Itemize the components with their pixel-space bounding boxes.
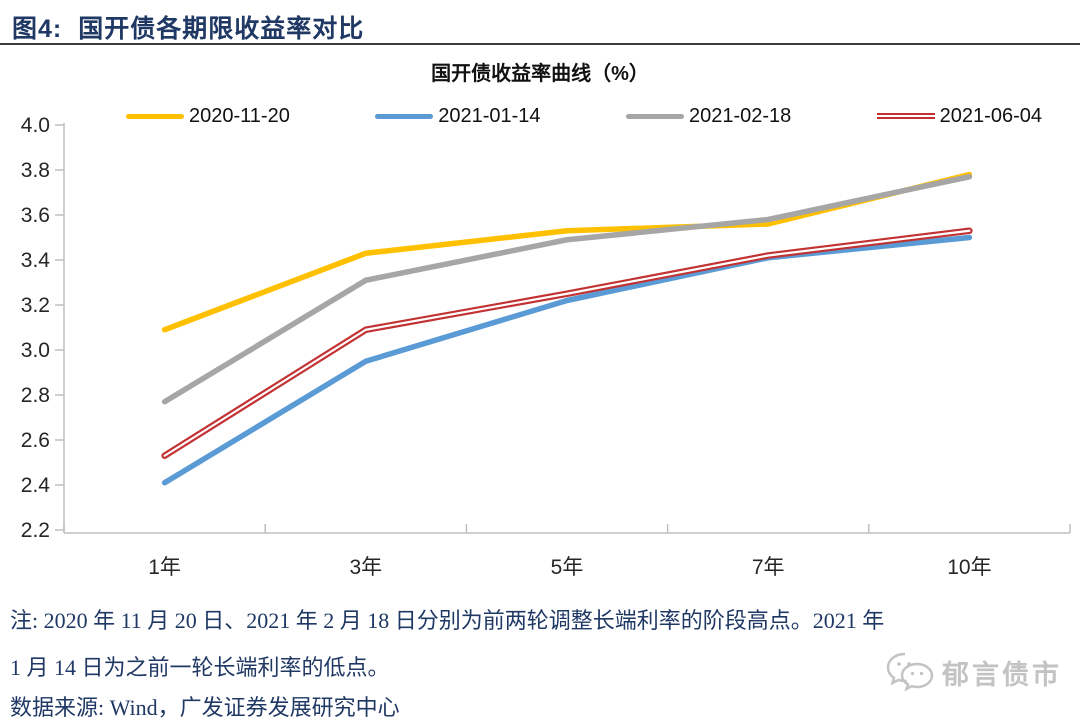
wechat-logo-icon [886,652,934,692]
y-axis-tick-label: 2.2 [21,519,50,542]
figure-title: 图4: 国开债各期限收益率对比 [12,9,364,45]
legend-label-2021-01-14: 2021-01-14 [438,104,541,127]
title-divider-line [0,43,1080,45]
legend-swatch-2020-11-20 [126,113,184,119]
y-axis-tick-label: 2.4 [21,474,51,497]
data-source: 数据来源: Wind，广发证券发展研究中心 [10,695,400,720]
y-axis-tick-label: 3.8 [21,159,50,182]
y-axis-tick-label: 3.2 [21,294,50,317]
y-axis-tick-label: 2.6 [21,429,50,452]
watermark: 郁言债市 [884,650,1062,694]
footnote: 注: 2020 年 11 月 20 日、2021 年 2 月 18 日分别为前两… [10,597,1072,691]
chart-title: 国开债收益率曲线（%） [431,63,649,85]
legend-swatch-2021-02-18 [625,113,684,119]
x-axis-category-label: 5年 [551,556,584,579]
figure-title-text: 国开债各期限收益率对比 [78,15,365,43]
series-line-inner-2021-06-04 [163,229,971,457]
footnote-line-2: 1 月 14 日为之前一轮长端利率的低点。 [10,655,390,680]
footnote-line-1: 注: 2020 年 11 月 20 日、2021 年 2 月 18 日分别为前两… [10,608,885,633]
line-chart-plot: 4.0 3.8 3.6 3.4 3.2 3.0 2.8 2.6 2.4 2.2 1年 3年 5年 7年 10… [21,114,1071,579]
y-axis-tick-label: 3.0 [21,339,50,362]
legend-swatch-2021-06-04 [876,113,935,119]
y-axis-tick-label: 4.0 [21,114,50,137]
y-axis-tick-label: 2.8 [21,384,50,407]
legend-item-2021-01-14: 2021-01-14 [375,104,541,128]
chart-legend: 2020-11-20 2021-01-14 2021-02-18 2021-06-04 [126,103,1042,129]
legend-item-2020-11-20: 2020-11-20 [126,105,290,128]
x-axis-category-label: 3年 [349,556,382,579]
series-line-2021-02-18 [161,174,973,405]
legend-item-2021-02-18: 2021-02-18 [625,104,792,128]
legend-label-2020-11-20: 2020-11-20 [189,104,290,127]
legend-label-2021-02-18: 2021-02-18 [688,104,792,127]
legend-swatch-2021-01-14 [375,113,434,119]
series-line-2021-01-14 [161,234,973,486]
x-axis-category-label: 10年 [947,556,991,579]
y-axis-tick-label: 3.6 [21,204,50,227]
legend-item-2021-06-04: 2021-06-04 [876,104,1042,128]
y-axis-tick-label: 3.4 [21,249,51,272]
figure-number-label: 图4: [12,15,63,43]
legend-label-2021-06-04: 2021-06-04 [939,104,1042,127]
x-axis-category-label: 7年 [752,556,785,579]
series-line-2021-06-04 [161,227,973,459]
x-axis-category-label: 1年 [148,556,181,579]
watermark-text: 郁言债市 [942,659,1062,690]
